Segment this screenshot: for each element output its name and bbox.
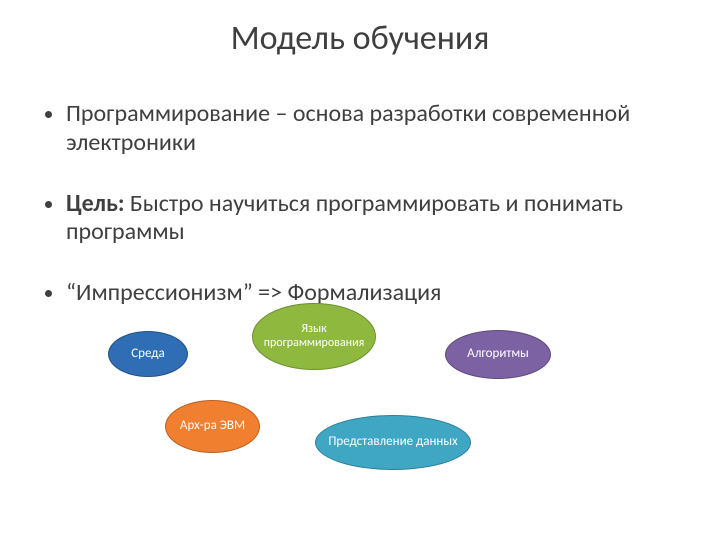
slide-title: Модель обучения: [0, 18, 720, 59]
ellipse-architecture: Арх-ра ЭВМ: [165, 400, 260, 453]
ellipse-algorithms: Алгоритмы: [445, 330, 551, 379]
bullet-item: Цель: Быстро научиться программировать и…: [66, 190, 680, 248]
ellipse-label: Среда: [131, 347, 165, 361]
ellipse-label: Алгоритмы: [467, 347, 529, 361]
slide-body: Программирование – основа разработки сов…: [40, 100, 680, 340]
bullet-item: Программирование – основа разработки сов…: [66, 100, 680, 158]
ellipse-label: Представление данных: [328, 435, 457, 449]
bullet-item: “Импрессионизм” => Формализация: [66, 279, 680, 308]
ellipse-label: Язык программирования: [257, 323, 371, 349]
ellipse-label: Арх-ра ЭВМ: [180, 419, 245, 433]
slide: Модель обучения Программирование – основ…: [0, 0, 720, 540]
ellipse-environment: Среда: [108, 331, 188, 377]
ellipse-data: Представление данных: [315, 415, 471, 470]
bullet-list: Программирование – основа разработки сов…: [40, 100, 680, 308]
ellipse-language: Язык программирования: [252, 303, 376, 370]
